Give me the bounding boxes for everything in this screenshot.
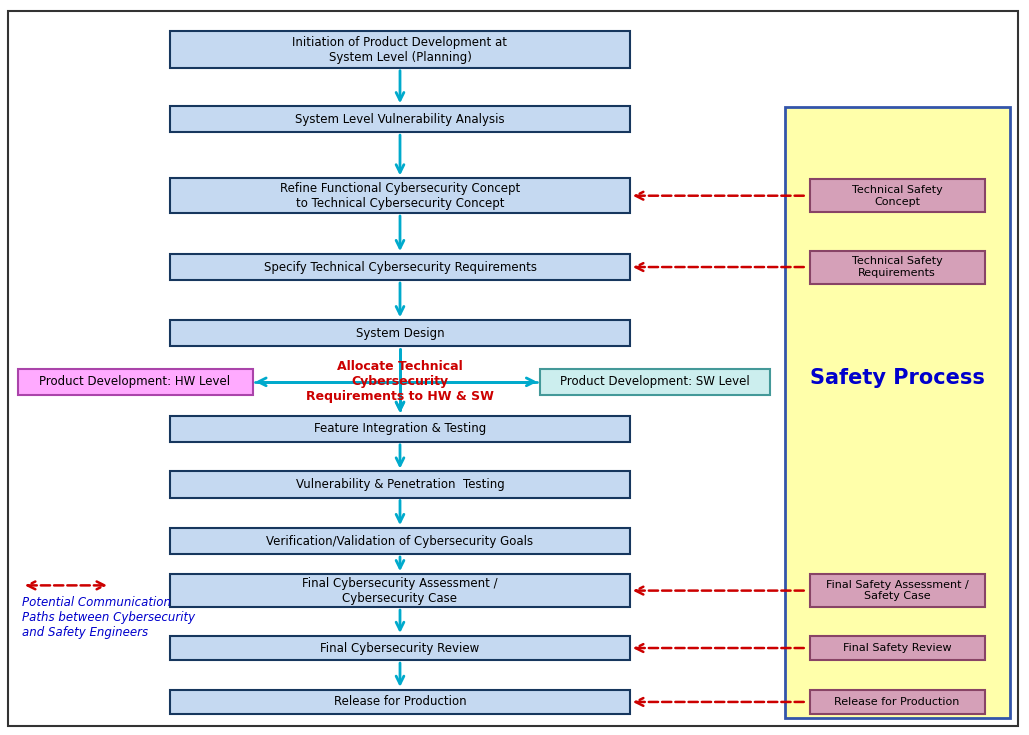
- FancyBboxPatch shape: [170, 636, 630, 660]
- FancyBboxPatch shape: [170, 32, 630, 68]
- Text: System Level Vulnerability Analysis: System Level Vulnerability Analysis: [295, 112, 505, 126]
- FancyBboxPatch shape: [810, 179, 985, 212]
- FancyBboxPatch shape: [170, 574, 630, 607]
- Text: Vulnerability & Penetration  Testing: Vulnerability & Penetration Testing: [295, 478, 504, 491]
- Text: Feature Integration & Testing: Feature Integration & Testing: [314, 423, 486, 435]
- Text: Safety Process: Safety Process: [810, 368, 985, 388]
- FancyBboxPatch shape: [170, 320, 630, 346]
- FancyBboxPatch shape: [810, 636, 985, 660]
- Text: Product Development: HW Level: Product Development: HW Level: [39, 376, 230, 388]
- Text: Specify Technical Cybersecurity Requirements: Specify Technical Cybersecurity Requirem…: [263, 260, 536, 273]
- FancyBboxPatch shape: [17, 369, 252, 395]
- FancyBboxPatch shape: [170, 106, 630, 132]
- Text: Allocate Technical
Cybersecurity
Requirements to HW & SW: Allocate Technical Cybersecurity Require…: [306, 360, 494, 404]
- Text: Technical Safety
Concept: Technical Safety Concept: [852, 185, 943, 207]
- Text: Final Cybersecurity Assessment /
Cybersecurity Case: Final Cybersecurity Assessment / Cyberse…: [303, 577, 498, 605]
- Text: Final Safety Assessment /
Safety Case: Final Safety Assessment / Safety Case: [825, 580, 968, 601]
- FancyBboxPatch shape: [170, 416, 630, 442]
- Text: Release for Production: Release for Production: [333, 695, 466, 709]
- FancyBboxPatch shape: [170, 179, 630, 213]
- FancyBboxPatch shape: [785, 107, 1010, 717]
- FancyBboxPatch shape: [810, 251, 985, 284]
- FancyBboxPatch shape: [810, 574, 985, 607]
- FancyBboxPatch shape: [540, 369, 770, 395]
- Text: Verification/Validation of Cybersecurity Goals: Verification/Validation of Cybersecurity…: [267, 534, 534, 548]
- Text: Initiation of Product Development at
System Level (Planning): Initiation of Product Development at Sys…: [292, 35, 507, 64]
- Text: Final Safety Review: Final Safety Review: [843, 643, 952, 653]
- FancyBboxPatch shape: [170, 471, 630, 498]
- Text: Technical Safety
Requirements: Technical Safety Requirements: [852, 257, 943, 278]
- Text: Release for Production: Release for Production: [835, 697, 960, 707]
- FancyBboxPatch shape: [170, 528, 630, 554]
- Text: Final Cybersecurity Review: Final Cybersecurity Review: [320, 642, 480, 655]
- FancyBboxPatch shape: [170, 254, 630, 280]
- FancyBboxPatch shape: [170, 689, 630, 714]
- Text: System Design: System Design: [356, 326, 445, 340]
- Text: Potential Communication
Paths between Cybersecurity
and Safety Engineers: Potential Communication Paths between Cy…: [22, 596, 196, 639]
- FancyBboxPatch shape: [810, 689, 985, 714]
- Text: Refine Functional Cybersecurity Concept
to Technical Cybersecurity Concept: Refine Functional Cybersecurity Concept …: [280, 182, 520, 209]
- Text: Product Development: SW Level: Product Development: SW Level: [560, 376, 750, 388]
